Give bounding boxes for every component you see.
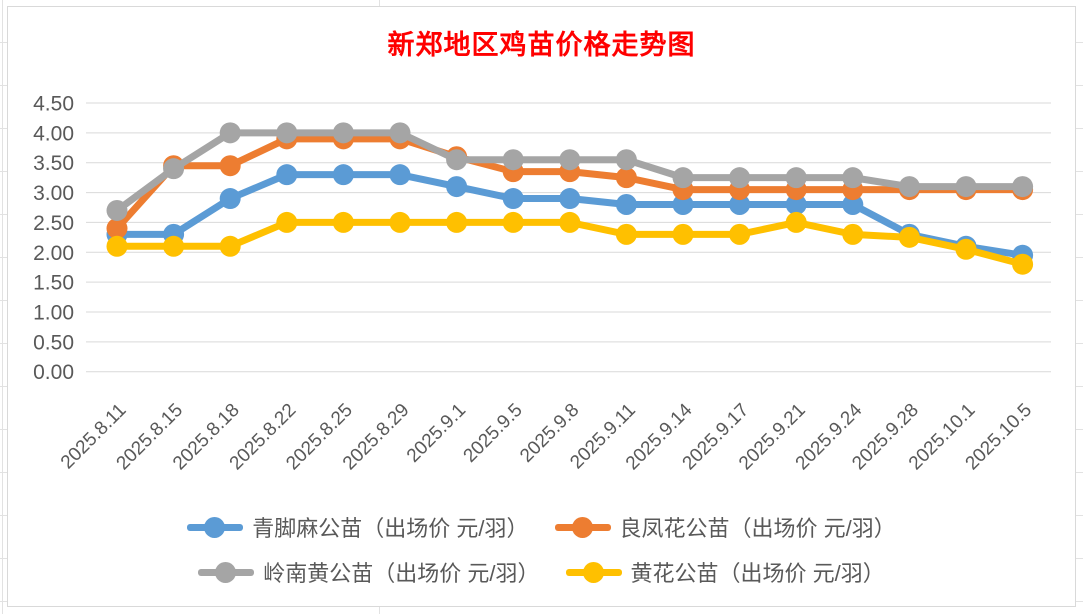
data-point xyxy=(842,223,864,245)
y-tick-label: 3.00 xyxy=(33,182,74,205)
data-point xyxy=(785,167,807,189)
data-point xyxy=(615,167,637,189)
data-point xyxy=(842,167,864,189)
line-marker-icon xyxy=(565,561,622,583)
data-point xyxy=(389,211,411,233)
line-marker-icon xyxy=(554,516,611,538)
line-marker-icon xyxy=(198,561,255,583)
data-point xyxy=(898,176,920,198)
legend-label: 良凤花公苗（出场价 元/羽） xyxy=(619,516,896,541)
data-point xyxy=(106,217,128,239)
data-point xyxy=(332,122,354,144)
data-point xyxy=(446,149,468,171)
legend-item-qingjiaoma[interactable]: 青脚麻公苗（出场价 元/羽） xyxy=(187,511,529,543)
sheet-column-line xyxy=(2,0,3,614)
data-point xyxy=(785,211,807,233)
legend-row: 岭南黄公苗（出场价 元/羽） 黄花公苗（出场价 元/羽） xyxy=(198,556,885,588)
data-point xyxy=(672,223,694,245)
legend: 青脚麻公苗（出场价 元/羽） 良凤花公苗（出场价 元/羽） 岭南黄公苗（出场价 … xyxy=(8,511,1075,588)
data-point xyxy=(955,176,977,198)
data-point xyxy=(502,149,524,171)
legend-label: 岭南黄公苗（出场价 元/羽） xyxy=(263,561,540,586)
data-point xyxy=(672,167,694,189)
y-tick-label: 2.50 xyxy=(33,212,74,235)
data-point xyxy=(559,188,581,210)
data-point xyxy=(502,211,524,233)
x-tick-label: 2025.9.1 xyxy=(403,400,470,467)
data-point xyxy=(559,211,581,233)
data-point xyxy=(276,122,298,144)
series-3[interactable] xyxy=(106,211,1034,275)
data-point xyxy=(785,194,807,216)
data-point xyxy=(1012,253,1034,275)
y-tick-label: 0.50 xyxy=(33,331,74,354)
data-point xyxy=(615,149,637,171)
chart-title[interactable]: 新郑地区鸡苗价格走势图 xyxy=(387,30,696,60)
plot-area[interactable]: 4.50 4.00 3.50 3.00 2.50 2.00 1.50 1.00 0.50 0.00… xyxy=(8,7,1077,505)
legend-row: 青脚麻公苗（出场价 元/羽） 良凤花公苗（出场价 元/羽） xyxy=(187,511,896,543)
y-tick-label: 4.00 xyxy=(33,122,74,145)
legend-item-lingnanhuang[interactable]: 岭南黄公苗（出场价 元/羽） xyxy=(198,556,540,588)
data-point xyxy=(446,176,468,198)
y-tick-label: 3.50 xyxy=(33,152,74,175)
data-point xyxy=(559,149,581,171)
y-tick-label: 4.50 xyxy=(33,93,74,116)
data-point xyxy=(219,155,241,177)
data-point xyxy=(615,223,637,245)
legend-label: 黄花公苗（出场价 元/羽） xyxy=(630,561,885,586)
data-point xyxy=(729,194,751,216)
data-point xyxy=(672,194,694,216)
data-point xyxy=(219,188,241,210)
data-point xyxy=(446,211,468,233)
legend-item-liangfenghua[interactable]: 良凤花公苗（出场价 元/羽） xyxy=(554,511,896,543)
data-point xyxy=(729,223,751,245)
y-tick-label: 1.00 xyxy=(33,301,74,324)
data-point xyxy=(842,194,864,216)
line-marker-icon xyxy=(187,516,244,538)
data-point xyxy=(163,158,185,180)
data-point xyxy=(332,211,354,233)
data-point xyxy=(219,235,241,257)
y-tick-label: 1.50 xyxy=(33,272,74,295)
data-point xyxy=(389,164,411,186)
series-2[interactable] xyxy=(106,122,1034,221)
data-point xyxy=(955,238,977,260)
legend-label: 青脚麻公苗（出场价 元/羽） xyxy=(252,516,529,541)
data-point xyxy=(898,226,920,248)
data-point xyxy=(389,122,411,144)
data-point xyxy=(729,167,751,189)
data-point xyxy=(276,211,298,233)
data-point xyxy=(106,235,128,257)
data-point xyxy=(276,164,298,186)
chart-area[interactable]: 新郑地区鸡苗价格走势图 4.50 4.00 3.50 3.00 2.50 2.00 1.50… xyxy=(7,6,1076,607)
data-point xyxy=(502,188,524,210)
y-tick-label: 0.00 xyxy=(33,361,74,384)
data-point xyxy=(1012,176,1034,198)
legend-item-huanghua[interactable]: 黄花公苗（出场价 元/羽） xyxy=(565,556,885,588)
data-point xyxy=(615,194,637,216)
x-tick-label: 2025.9.5 xyxy=(460,400,527,467)
data-point xyxy=(332,164,354,186)
data-point xyxy=(219,122,241,144)
data-point xyxy=(163,235,185,257)
data-point xyxy=(106,199,128,221)
y-tick-label: 2.00 xyxy=(33,242,74,265)
